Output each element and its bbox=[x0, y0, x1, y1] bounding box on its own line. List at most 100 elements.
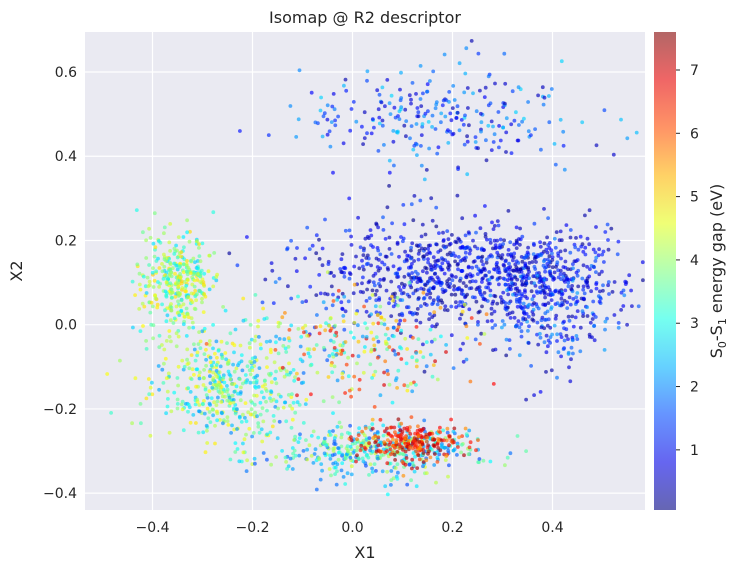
data-point bbox=[382, 262, 387, 267]
data-point bbox=[600, 252, 605, 257]
data-point bbox=[312, 452, 317, 456]
data-point bbox=[333, 123, 338, 128]
data-point bbox=[331, 299, 336, 303]
data-point bbox=[220, 411, 224, 416]
data-point bbox=[305, 447, 309, 452]
data-point bbox=[571, 351, 575, 356]
data-point bbox=[389, 452, 393, 457]
data-point bbox=[544, 265, 549, 269]
data-point bbox=[317, 237, 321, 242]
data-point bbox=[427, 431, 432, 436]
data-point bbox=[405, 384, 410, 388]
data-point bbox=[148, 385, 153, 390]
data-point bbox=[405, 388, 410, 393]
data-point bbox=[466, 230, 471, 235]
data-point bbox=[456, 262, 460, 266]
data-point bbox=[450, 233, 454, 237]
data-point bbox=[581, 314, 585, 318]
data-point bbox=[256, 421, 261, 426]
data-point bbox=[430, 218, 435, 223]
data-point bbox=[508, 316, 513, 320]
data-point bbox=[269, 350, 273, 355]
data-point bbox=[168, 262, 173, 266]
data-point bbox=[185, 312, 190, 317]
data-point bbox=[498, 138, 503, 143]
data-point bbox=[413, 288, 418, 293]
y-tick-label: −0.2 bbox=[43, 402, 77, 418]
data-point bbox=[414, 484, 419, 489]
data-point bbox=[517, 325, 522, 330]
data-point bbox=[418, 64, 423, 68]
data-point bbox=[435, 442, 440, 447]
data-point bbox=[458, 316, 462, 321]
data-point bbox=[257, 430, 262, 435]
data-point bbox=[413, 445, 418, 449]
data-point bbox=[327, 467, 332, 471]
data-point bbox=[223, 394, 227, 399]
data-point bbox=[464, 324, 469, 329]
data-point bbox=[197, 409, 202, 414]
data-point bbox=[493, 347, 498, 352]
data-point bbox=[307, 247, 312, 252]
data-point bbox=[587, 242, 592, 247]
data-point bbox=[532, 221, 537, 226]
data-point bbox=[477, 309, 482, 314]
data-point bbox=[476, 438, 480, 442]
data-point bbox=[431, 69, 436, 74]
data-point bbox=[378, 252, 383, 257]
data-point bbox=[259, 390, 264, 394]
data-point bbox=[414, 92, 418, 96]
data-point bbox=[451, 429, 456, 434]
data-point bbox=[180, 358, 185, 363]
data-point bbox=[518, 300, 522, 305]
data-point bbox=[252, 456, 257, 461]
data-point bbox=[428, 455, 433, 460]
data-point bbox=[426, 120, 431, 124]
data-point bbox=[514, 269, 519, 273]
data-point bbox=[455, 193, 460, 198]
data-point bbox=[363, 426, 368, 431]
data-point bbox=[492, 132, 497, 137]
data-point bbox=[467, 123, 471, 128]
data-point bbox=[170, 295, 174, 300]
data-point bbox=[192, 278, 197, 283]
data-point bbox=[376, 107, 381, 112]
data-point bbox=[531, 294, 536, 298]
data-point bbox=[291, 400, 296, 405]
data-point bbox=[286, 393, 291, 397]
data-point bbox=[189, 353, 194, 357]
data-point bbox=[349, 472, 354, 477]
data-point bbox=[293, 453, 298, 458]
data-point bbox=[330, 303, 335, 308]
data-point bbox=[302, 330, 306, 335]
data-point bbox=[416, 251, 421, 256]
data-point bbox=[169, 270, 174, 275]
data-point bbox=[191, 413, 196, 417]
data-point bbox=[432, 310, 437, 315]
data-point bbox=[179, 279, 184, 284]
data-point bbox=[384, 288, 389, 293]
data-point bbox=[497, 124, 501, 128]
data-point bbox=[372, 125, 376, 130]
data-point bbox=[168, 222, 173, 226]
data-point bbox=[383, 339, 388, 344]
data-point bbox=[395, 240, 400, 245]
data-point bbox=[322, 451, 327, 456]
data-point bbox=[563, 288, 568, 293]
data-point bbox=[260, 439, 265, 444]
data-point bbox=[348, 444, 353, 449]
data-point bbox=[545, 235, 549, 240]
data-point bbox=[362, 110, 367, 115]
data-point bbox=[197, 330, 202, 334]
data-point bbox=[416, 337, 421, 341]
data-point bbox=[231, 398, 236, 402]
data-point bbox=[463, 250, 468, 255]
data-point bbox=[235, 407, 239, 412]
data-point bbox=[576, 247, 581, 252]
data-point bbox=[262, 317, 267, 321]
data-point bbox=[344, 362, 349, 367]
data-point bbox=[432, 437, 437, 442]
data-point bbox=[268, 430, 273, 435]
data-point bbox=[197, 376, 202, 381]
data-point bbox=[555, 301, 560, 305]
